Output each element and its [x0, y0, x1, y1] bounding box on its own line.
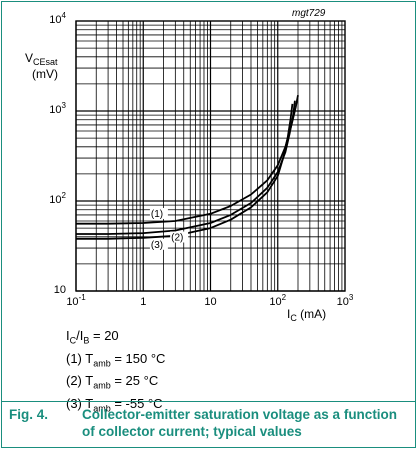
ratio-a-sub: C — [69, 335, 77, 346]
curve-label: (1) — [151, 209, 163, 220]
ratio-b-main: I — [79, 328, 84, 343]
x-tick-label: 10 — [204, 296, 216, 308]
y-tick-label: 10 — [54, 284, 66, 296]
y-axis-label-sub: CEsat — [33, 57, 58, 67]
x-axis-label-main: I — [287, 307, 290, 321]
x-tick-label: 102 — [269, 293, 286, 308]
source-code-label: mgt729 — [292, 8, 326, 19]
condition-line-1: (1) Tamb = 150 °C — [66, 350, 166, 369]
annotation-bg — [149, 238, 168, 250]
x-tick-label: 103 — [337, 293, 354, 308]
ratio-b-sub: B — [83, 335, 90, 346]
y-axis-label-main: V — [25, 51, 33, 65]
conditions-block: IC/IB = 20 (1) Tamb = 150 °C (2) Tamb = … — [66, 327, 165, 417]
ratio-sep: / — [76, 328, 80, 343]
ratio-a-main: I — [66, 328, 70, 343]
chart-tick-labels: 10-1 1 10 102 103 10 102 103 104 — [49, 11, 354, 308]
y-axis-label: VCEsat — [25, 51, 58, 67]
figure-number: Fig. 4. — [9, 407, 49, 422]
ratio-line: IC/IB = 20 — [66, 327, 165, 350]
chart-series-layer — [76, 95, 299, 240]
y-tick-label: 102 — [49, 191, 66, 206]
annotation-bg — [170, 231, 189, 243]
chart-annotation-layer: (1) (3) (2) — [149, 207, 189, 251]
chart: (1) (3) (2) 10-1 1 10 102 103 10 102 103 104 mgt72… — [25, 8, 354, 323]
y-axis-unit: (mV) — [32, 67, 58, 81]
series-line-1 — [76, 95, 299, 225]
x-axis-label-sub: C — [290, 313, 297, 323]
ratio-value: = 20 — [89, 328, 119, 343]
x-tick-label: 10-1 — [66, 293, 86, 308]
plot-border — [75, 20, 346, 292]
series-line-2 — [76, 100, 296, 235]
x-tick-label: 1 — [140, 296, 146, 308]
x-axis-label: IC (mA) — [287, 307, 326, 323]
caption-text: Collector-emitter saturation voltage as … — [82, 407, 398, 439]
curve-label: (3) — [151, 240, 163, 251]
condition-line-3: (3) Tamb = -55 °C — [66, 395, 163, 414]
caption-divider — [1, 401, 416, 402]
curve-label: (2) — [171, 233, 183, 244]
condition-line-2: (2) Tamb = 25 °C — [66, 373, 159, 391]
chart-grid — [75, 20, 346, 292]
x-axis-label-unit: (mA) — [297, 307, 326, 321]
y-tick-label: 103 — [49, 101, 66, 116]
y-tick-label: 104 — [49, 11, 66, 26]
series-line-3 — [76, 103, 294, 240]
annotation-bg — [149, 207, 168, 219]
